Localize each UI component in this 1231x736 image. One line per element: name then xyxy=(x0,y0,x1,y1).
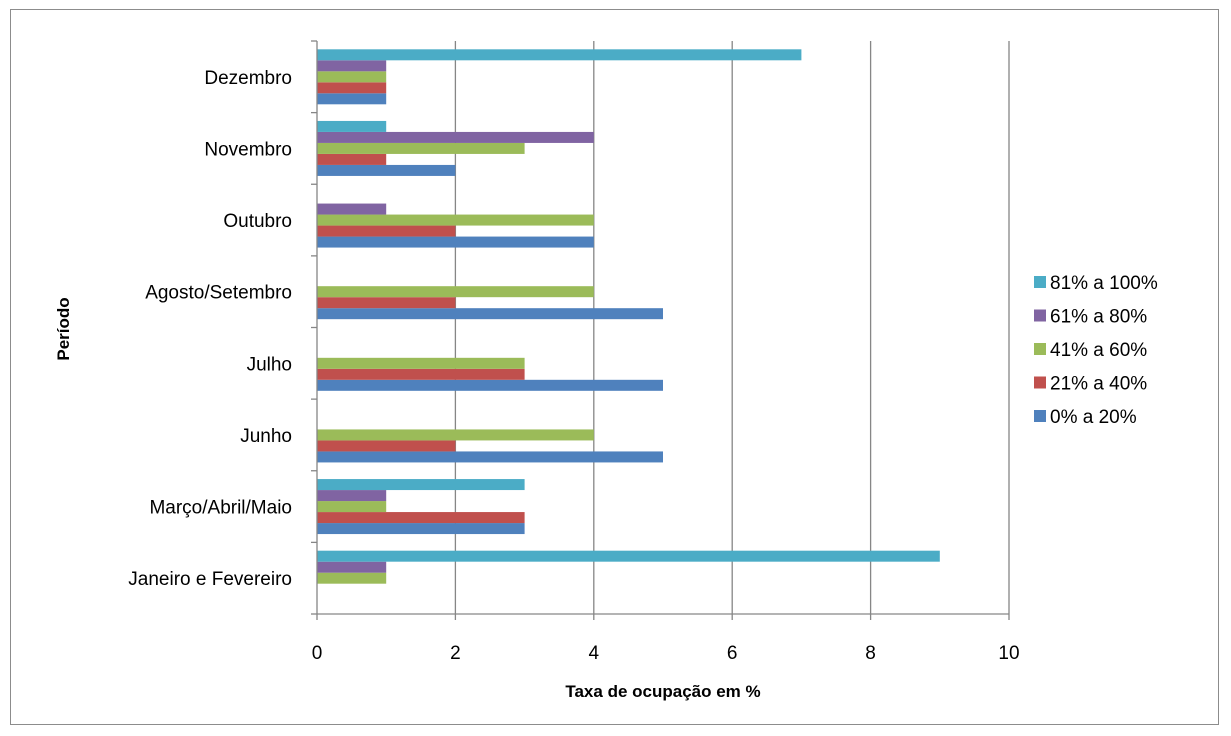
x-tick-label: 10 xyxy=(998,643,1019,664)
axes xyxy=(311,40,1010,620)
bar xyxy=(317,164,456,176)
bar xyxy=(317,523,525,535)
bar xyxy=(317,286,594,298)
bar xyxy=(317,203,387,215)
legend-swatch xyxy=(1034,343,1046,355)
bar xyxy=(317,214,594,226)
legend-item: 61% a 80% xyxy=(1034,307,1147,328)
bar xyxy=(317,49,802,61)
bar xyxy=(317,451,663,463)
y-category-labels: Janeiro e Fevereiro Março/Abril/Maio Junho… xyxy=(128,68,292,590)
chart-frame xyxy=(10,9,1219,725)
x-tick-label: 0 xyxy=(312,643,323,664)
bar xyxy=(317,82,387,94)
legend-label: 41% a 60% xyxy=(1050,340,1147,361)
legend-swatch xyxy=(1034,276,1046,288)
legend-item: 0% a 20% xyxy=(1034,407,1137,428)
legend-label: 0% a 20% xyxy=(1050,407,1137,428)
y-category-label: Março/Abril/Maio xyxy=(149,498,292,519)
legend-item: 41% a 60% xyxy=(1034,340,1147,361)
gridlines xyxy=(454,41,1010,614)
bar xyxy=(317,512,525,524)
bar xyxy=(317,429,594,441)
bar xyxy=(317,572,387,584)
y-category-label: Agosto/Setembro xyxy=(145,283,292,304)
bar xyxy=(317,236,594,248)
bar xyxy=(317,550,940,562)
bar xyxy=(317,225,456,237)
bar xyxy=(317,71,387,83)
bar xyxy=(317,308,663,320)
legend-item: 81% a 100% xyxy=(1034,273,1158,294)
y-axis-title: Período xyxy=(54,297,73,360)
x-tick-label: 4 xyxy=(589,643,600,664)
bar xyxy=(317,490,387,502)
bar xyxy=(317,297,456,309)
y-category-label: Janeiro e Fevereiro xyxy=(128,569,292,590)
x-tick-label: 6 xyxy=(727,643,738,664)
legend-label: 21% a 40% xyxy=(1050,374,1147,395)
x-tick-label: 2 xyxy=(450,643,461,664)
legend-label: 61% a 80% xyxy=(1050,307,1147,328)
x-tick-labels: 0 2 4 6 8 10 xyxy=(312,643,1020,664)
bar xyxy=(317,479,525,491)
bar xyxy=(317,561,387,573)
legend-swatch xyxy=(1034,309,1046,322)
legend-label: 81% a 100% xyxy=(1050,273,1158,294)
y-category-label: Novembro xyxy=(204,139,292,160)
bar xyxy=(317,357,525,369)
y-category-label: Junho xyxy=(240,426,292,447)
y-category-label: Outubro xyxy=(223,211,292,232)
legend-swatch xyxy=(1034,376,1046,389)
bar xyxy=(317,153,387,165)
bar xyxy=(317,440,456,452)
x-tick-label: 8 xyxy=(865,643,876,664)
bars xyxy=(317,49,940,584)
y-category-label: Dezembro xyxy=(204,68,292,89)
bar xyxy=(317,501,387,513)
bar xyxy=(317,120,387,132)
bar xyxy=(317,93,387,105)
y-category-label: Julho xyxy=(247,354,292,375)
legend-item: 21% a 40% xyxy=(1034,374,1147,395)
bar xyxy=(317,368,525,380)
bar xyxy=(317,60,387,72)
x-axis-title: Taxa de ocupação em % xyxy=(565,682,760,701)
bar xyxy=(317,142,525,154)
bar xyxy=(317,131,594,143)
legend: 81% a 100% 61% a 80% 41% a 60% 21% a 40% 0% … xyxy=(1034,273,1158,428)
bar xyxy=(317,379,663,391)
legend-swatch xyxy=(1034,410,1046,422)
